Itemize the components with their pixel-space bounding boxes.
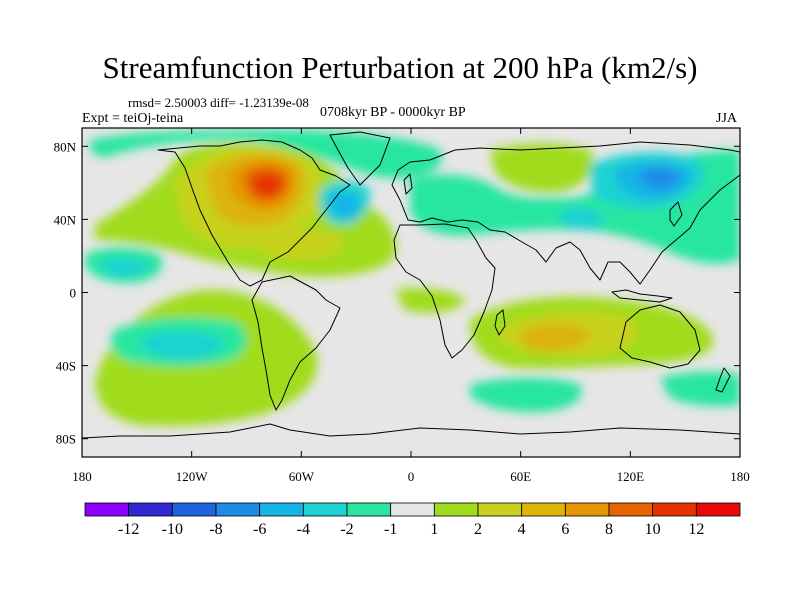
period-label: 0708kyr BP - 0000kyr BP [320, 105, 466, 120]
coast-eurasia [391, 141, 740, 285]
x-tick-label: 0 [408, 469, 415, 484]
colorbar-label: -10 [162, 521, 183, 538]
plot-title: Streamfunction Perturbation at 200 hPa (… [102, 50, 698, 85]
coast-indonesia [611, 289, 673, 303]
field-green-south-atlantic [395, 288, 465, 313]
coast-uk [403, 173, 413, 195]
colorbar-swatch [608, 502, 654, 517]
colorbar-swatch [390, 502, 435, 517]
coast-madagascar [494, 309, 506, 336]
field-deepblue-siberia [639, 167, 680, 190]
contour-field [85, 129, 740, 427]
colorbar-label: 2 [474, 521, 482, 538]
field-green-north-pacific [490, 143, 594, 193]
coast-antarctica [82, 423, 740, 439]
colorbar-swatch [346, 502, 392, 517]
colorbar-label: 6 [561, 521, 569, 538]
field-seagreen-southwest-pacific [660, 371, 740, 407]
field-cyan-central-pacific [100, 258, 150, 277]
colorbar-label: -2 [340, 521, 353, 538]
colorbar-label: 4 [518, 521, 526, 538]
field-cyan-southeast-pacific [140, 331, 223, 360]
colorbar-swatch [302, 502, 348, 517]
y-tick-label: 40S [56, 359, 76, 374]
colorbar-swatch [521, 502, 566, 517]
y-tick-label: 40N [54, 212, 77, 227]
experiment-label: Expt = teiOj-teina [82, 111, 184, 126]
field-yellow-atlantic [254, 229, 345, 260]
coast-africa [393, 223, 496, 359]
coast-australia [619, 304, 701, 369]
field-seagreen-southern-ocean [470, 377, 582, 413]
colorbar-label: -4 [297, 521, 310, 538]
colorbar-swatch [215, 502, 261, 517]
colorbar-label: 8 [605, 521, 613, 538]
coastlines [82, 131, 740, 439]
colorbar-label: -6 [253, 521, 266, 538]
colorbar-swatch [433, 502, 479, 517]
x-tick-label: 180 [730, 469, 750, 484]
colorbar-label: 12 [688, 521, 704, 538]
coast-new-zealand [715, 367, 731, 393]
coast-japan [669, 201, 683, 227]
season-label: JJA [716, 111, 738, 126]
colorbar-label: -12 [118, 521, 139, 538]
colorbar-swatch [259, 502, 304, 517]
colorbar-swatch [695, 502, 741, 517]
coast-north-america [157, 139, 351, 287]
colorbar-swatch [84, 502, 130, 517]
colorbar-swatch [477, 502, 523, 517]
y-tick-label: 80N [54, 139, 77, 154]
map-frame-and-field [81, 127, 741, 458]
colorbar-label: -8 [209, 521, 222, 538]
colorbar-swatch [171, 502, 217, 517]
coast-greenland [329, 131, 391, 186]
field-orange-indian-ocean [519, 323, 591, 352]
x-tick-label: 120W [176, 469, 209, 484]
y-tick-label: 80S [56, 432, 76, 447]
x-tick-label: 120E [617, 469, 645, 484]
field-blue-north-atlantic [329, 193, 360, 219]
field-seagreen-arctic [89, 129, 442, 179]
colorbar-label: -1 [384, 521, 397, 538]
colorbar-swatch [564, 502, 610, 517]
coast-south-america [251, 275, 341, 411]
colorbar-swatch [652, 502, 697, 517]
field-red-hudson [251, 174, 283, 197]
colorbar-swatch [128, 502, 173, 517]
stats-text: rmsd= 2.50003 diff= -1.23139e-08 [128, 95, 309, 110]
colorbar-label: 10 [645, 521, 661, 538]
y-tick-label: 0 [70, 286, 77, 301]
x-tick-label: 60W [289, 469, 315, 484]
x-tick-label: 60E [510, 469, 531, 484]
colorbar: -12 -10 -8 -6 -4 -2 -1 1 2 4 6 8 10 12 [84, 502, 741, 538]
field-cyan-eurasia [560, 208, 605, 230]
map-axes: 180 120W 60W 0 60E 120E 180 80N 40N 0 40S 80S [54, 128, 750, 484]
x-tick-label: 180 [72, 469, 92, 484]
colorbar-label: 1 [430, 521, 438, 538]
